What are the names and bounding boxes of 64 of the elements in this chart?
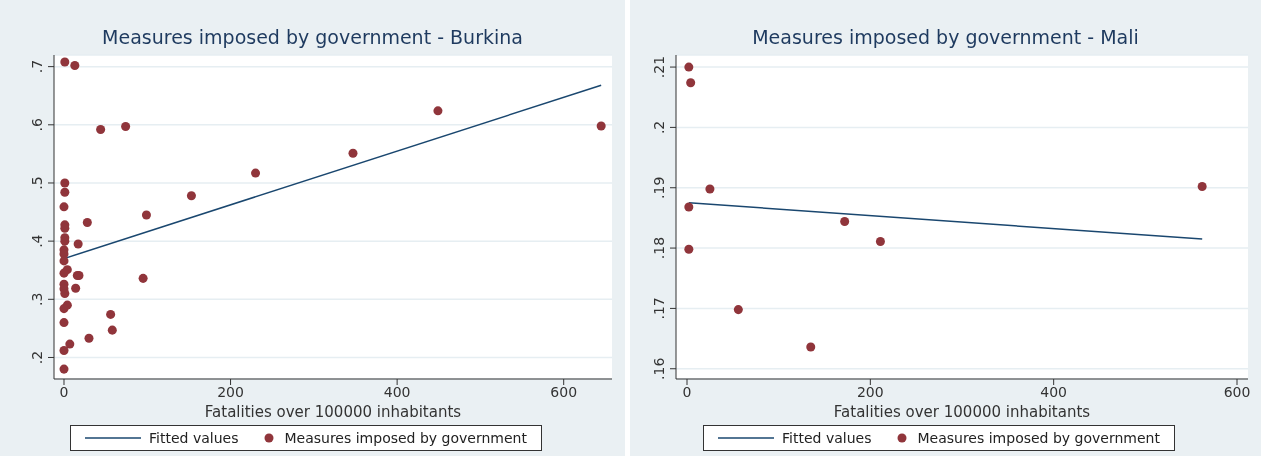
- y-tick-label: .2: [29, 350, 45, 365]
- point: [596, 121, 606, 131]
- point: [73, 239, 83, 249]
- point: [70, 60, 80, 70]
- y-tick-label: .18: [651, 236, 667, 260]
- point: [60, 187, 70, 197]
- point: [875, 236, 885, 246]
- point: [59, 318, 69, 328]
- chart-title: Measures imposed by government - Burkina: [101, 25, 524, 50]
- point: [138, 273, 148, 283]
- x-tick-label: 0: [59, 383, 69, 400]
- point: [1197, 182, 1207, 192]
- legend-label: Fitted values: [148, 430, 239, 446]
- x-axis-title: Fatalities over 100000 inhabitants: [833, 403, 1091, 421]
- point: [733, 305, 743, 315]
- x-tick-label: 400: [1040, 383, 1068, 400]
- x-tick-label: 400: [383, 383, 411, 400]
- point: [684, 62, 694, 72]
- point: [96, 124, 106, 134]
- point: [59, 304, 69, 314]
- point: [705, 184, 715, 194]
- point: [65, 339, 75, 349]
- point: [106, 309, 116, 319]
- y-tick-label: .5: [29, 176, 45, 190]
- point: [59, 364, 69, 374]
- y-tick-label: .7: [29, 59, 45, 74]
- y-tick-label: .3: [29, 292, 45, 306]
- point: [59, 256, 69, 266]
- y-tick-label: .19: [651, 176, 667, 199]
- legend-label: Measures imposed by government: [283, 430, 527, 446]
- point: [59, 345, 69, 355]
- point: [60, 178, 70, 188]
- y-tick-label: .6: [29, 118, 45, 132]
- y-tick-label: .17: [651, 297, 667, 320]
- y-tick-label: .16: [651, 357, 667, 380]
- point: [107, 325, 117, 335]
- point: [433, 106, 443, 116]
- y-tick-label: .21: [651, 55, 667, 79]
- point: [141, 210, 151, 220]
- x-tick-label: 600: [550, 383, 578, 400]
- y-tick-label: .4: [29, 234, 45, 248]
- y-tick-label: .2: [651, 120, 667, 135]
- x-tick-label: 200: [856, 383, 884, 400]
- point: [60, 57, 70, 67]
- point: [684, 202, 694, 212]
- point: [121, 122, 131, 132]
- point: [82, 218, 92, 228]
- legend-label: Fitted values: [781, 430, 872, 446]
- point: [251, 168, 261, 178]
- point: [186, 191, 196, 201]
- point: [59, 202, 69, 212]
- chart-title: Measures imposed by government - Mali: [751, 25, 1140, 50]
- legend-label: Measures imposed by government: [916, 430, 1160, 446]
- x-tick-label: 600: [1223, 383, 1251, 400]
- point: [686, 78, 696, 88]
- point: [806, 342, 816, 352]
- x-tick-label: 200: [217, 383, 244, 400]
- point: [71, 283, 81, 293]
- x-tick-label: 0: [682, 383, 692, 400]
- point: [84, 333, 94, 343]
- point: [348, 148, 358, 158]
- point: [840, 217, 850, 227]
- x-axis-title: Fatalities over 100000 inhabitants: [204, 403, 462, 421]
- point: [684, 244, 694, 254]
